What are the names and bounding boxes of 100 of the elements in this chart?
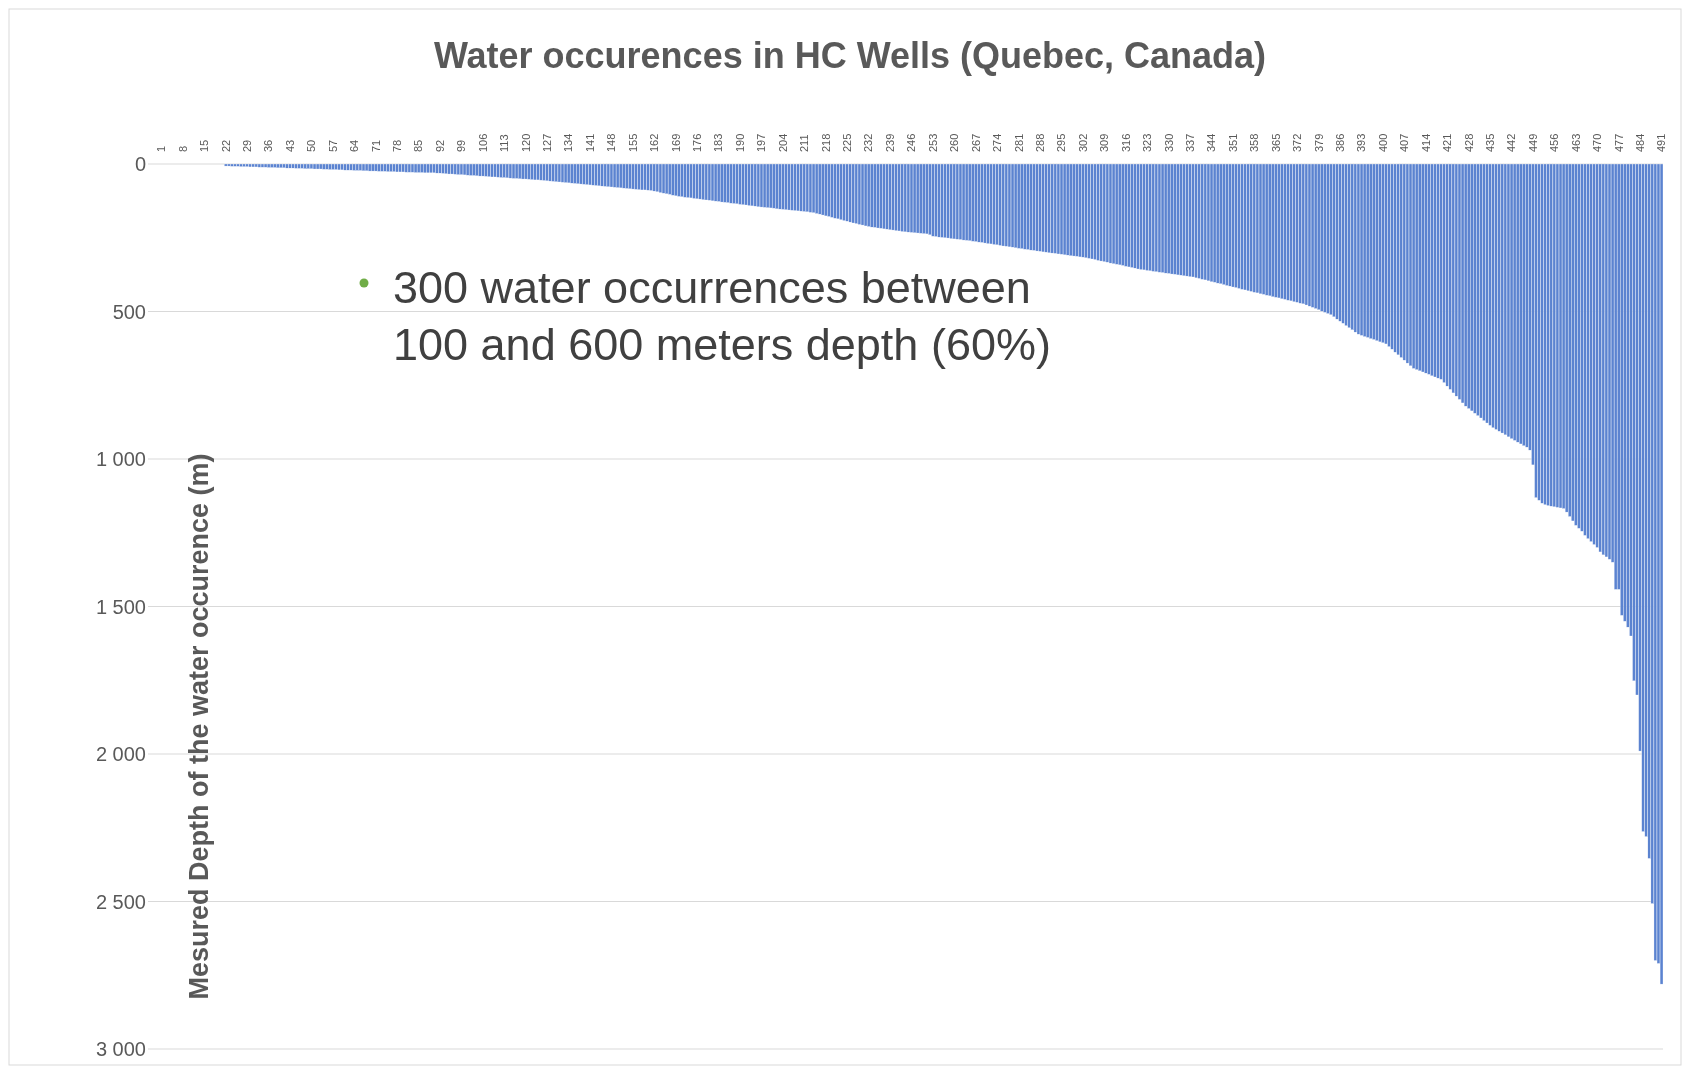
- bar: [582, 163, 586, 185]
- bar: [478, 163, 482, 177]
- bar: [447, 163, 451, 175]
- bar: [368, 163, 372, 172]
- bar: [664, 163, 669, 194]
- bar: [1320, 163, 1324, 312]
- bar: [1292, 163, 1296, 302]
- bar: [891, 163, 895, 231]
- bar: [1372, 163, 1376, 340]
- bar: [1145, 163, 1149, 271]
- bar: [784, 163, 788, 210]
- bar: [521, 163, 525, 180]
- bar: [426, 163, 430, 173]
- x-tick-label: 29: [241, 139, 254, 152]
- bar: [1540, 163, 1544, 504]
- bar: [441, 163, 445, 174]
- bar: [579, 163, 583, 185]
- bar: [701, 163, 705, 200]
- bar: [1059, 163, 1064, 255]
- bar: [1424, 163, 1428, 374]
- bar: [845, 163, 849, 222]
- bar: [1200, 163, 1204, 280]
- bar: [1335, 163, 1339, 320]
- bar: [518, 163, 522, 179]
- bar: [551, 163, 555, 182]
- bar: [949, 163, 953, 239]
- x-tick-label: 36: [262, 139, 275, 152]
- bar: [903, 163, 907, 232]
- bar: [1659, 163, 1664, 985]
- bar: [1353, 163, 1358, 333]
- bar: [811, 163, 816, 213]
- bar: [919, 163, 923, 234]
- bar: [625, 163, 629, 189]
- bar: [600, 163, 604, 187]
- bar: [824, 163, 828, 217]
- bar: [1534, 163, 1538, 498]
- bar: [1436, 163, 1440, 379]
- bar: [1375, 163, 1379, 341]
- bar: [456, 163, 461, 175]
- bar: [1001, 163, 1005, 247]
- bar: [1289, 163, 1293, 302]
- bar: [1421, 163, 1425, 373]
- bar: [1041, 163, 1045, 253]
- bar: [778, 163, 782, 210]
- bar: [863, 163, 868, 227]
- bar: [695, 163, 699, 199]
- bar: [1359, 163, 1364, 336]
- bar: [836, 163, 840, 220]
- bar: [1500, 163, 1504, 434]
- bar: [916, 163, 920, 234]
- bar: [1268, 163, 1272, 297]
- x-tick-label: 365: [1269, 133, 1282, 152]
- bar: [766, 163, 770, 208]
- bar: [533, 163, 537, 181]
- bar: [1133, 163, 1137, 269]
- bar: [487, 163, 491, 177]
- x-tick-label: 85: [412, 139, 425, 152]
- bar: [364, 163, 369, 171]
- bar: [686, 163, 690, 198]
- bar: [790, 163, 794, 211]
- bar: [328, 163, 332, 170]
- bar: [723, 163, 727, 203]
- bar: [735, 163, 739, 204]
- chart-title: Water occurences in HC Wells (Quebec, Canada): [433, 35, 1267, 76]
- bar: [1035, 163, 1039, 252]
- bar: [248, 163, 252, 168]
- bar: [1026, 163, 1030, 250]
- x-tick-label: 393: [1355, 133, 1368, 152]
- x-tick-label: 309: [1098, 133, 1111, 152]
- bar: [450, 163, 454, 175]
- bar: [729, 163, 733, 204]
- bar: [603, 163, 607, 187]
- bar: [1118, 163, 1122, 266]
- bar: [1509, 163, 1514, 439]
- bar: [1274, 163, 1278, 298]
- annotation: 300 water occurrences between 100 and 600 meters depth (60%): [393, 262, 1051, 370]
- bar: [940, 163, 944, 238]
- bar: [1332, 163, 1336, 317]
- y-tick-label: 2 500: [95, 890, 146, 913]
- x-tick-label: 141: [583, 133, 596, 152]
- bar: [1565, 163, 1569, 513]
- bar: [1087, 163, 1091, 259]
- bar: [303, 163, 307, 169]
- x-tick-label: 435: [1483, 133, 1496, 152]
- x-tick-label: 246: [905, 133, 918, 152]
- bar: [1029, 163, 1033, 251]
- x-tick-label: 386: [1333, 133, 1346, 152]
- bar: [851, 163, 855, 224]
- y-tick-label: 2 000: [95, 743, 146, 765]
- bar: [472, 163, 476, 176]
- x-tick-label: 260: [948, 133, 961, 152]
- bar: [548, 163, 552, 182]
- bar: [1525, 163, 1529, 448]
- bar: [612, 163, 617, 188]
- bar: [1142, 163, 1146, 271]
- bar: [980, 163, 984, 243]
- bar: [1020, 163, 1024, 249]
- bar: [573, 163, 577, 184]
- x-tick-label: 176: [691, 133, 704, 152]
- bar: [649, 163, 653, 191]
